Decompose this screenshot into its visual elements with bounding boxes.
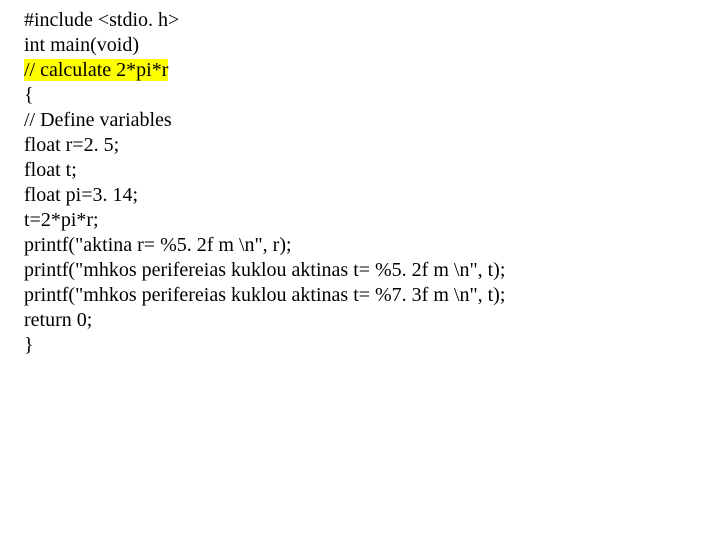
- code-text: {: [24, 84, 34, 106]
- code-text: t=2*pi*r;: [24, 209, 99, 231]
- code-line: // Define variables: [24, 108, 720, 133]
- code-line: float pi=3. 14;: [24, 183, 720, 208]
- code-line: #include <stdio. h>: [24, 8, 720, 33]
- code-text: // Define variables: [24, 109, 172, 131]
- code-text: return 0;: [24, 309, 92, 331]
- code-text: int main(void): [24, 34, 139, 56]
- code-text: #include <stdio. h>: [24, 9, 179, 31]
- code-line: }: [24, 333, 720, 358]
- code-text: float pi=3. 14;: [24, 184, 138, 206]
- code-text: printf("mhkos perifereias kuklou aktinas…: [24, 284, 505, 306]
- code-text: printf("mhkos perifereias kuklou aktinas…: [24, 259, 505, 281]
- code-line: t=2*pi*r;: [24, 208, 720, 233]
- code-line: printf("aktina r= %5. 2f m \n", r);: [24, 233, 720, 258]
- code-text: printf("aktina r= %5. 2f m \n", r);: [24, 234, 292, 256]
- code-line: float r=2. 5;: [24, 133, 720, 158]
- highlighted-comment: // calculate 2*pi*r: [24, 59, 168, 81]
- code-text: }: [24, 334, 34, 356]
- code-block: #include <stdio. h> int main(void) // ca…: [0, 0, 720, 358]
- code-text: float t;: [24, 159, 77, 181]
- code-line: return 0;: [24, 308, 720, 333]
- code-text: float r=2. 5;: [24, 134, 119, 156]
- code-line: {: [24, 83, 720, 108]
- code-line: printf("mhkos perifereias kuklou aktinas…: [24, 283, 720, 308]
- code-line: printf("mhkos perifereias kuklou aktinas…: [24, 258, 720, 283]
- code-line: // calculate 2*pi*r: [24, 58, 720, 83]
- code-line: int main(void): [24, 33, 720, 58]
- code-line: float t;: [24, 158, 720, 183]
